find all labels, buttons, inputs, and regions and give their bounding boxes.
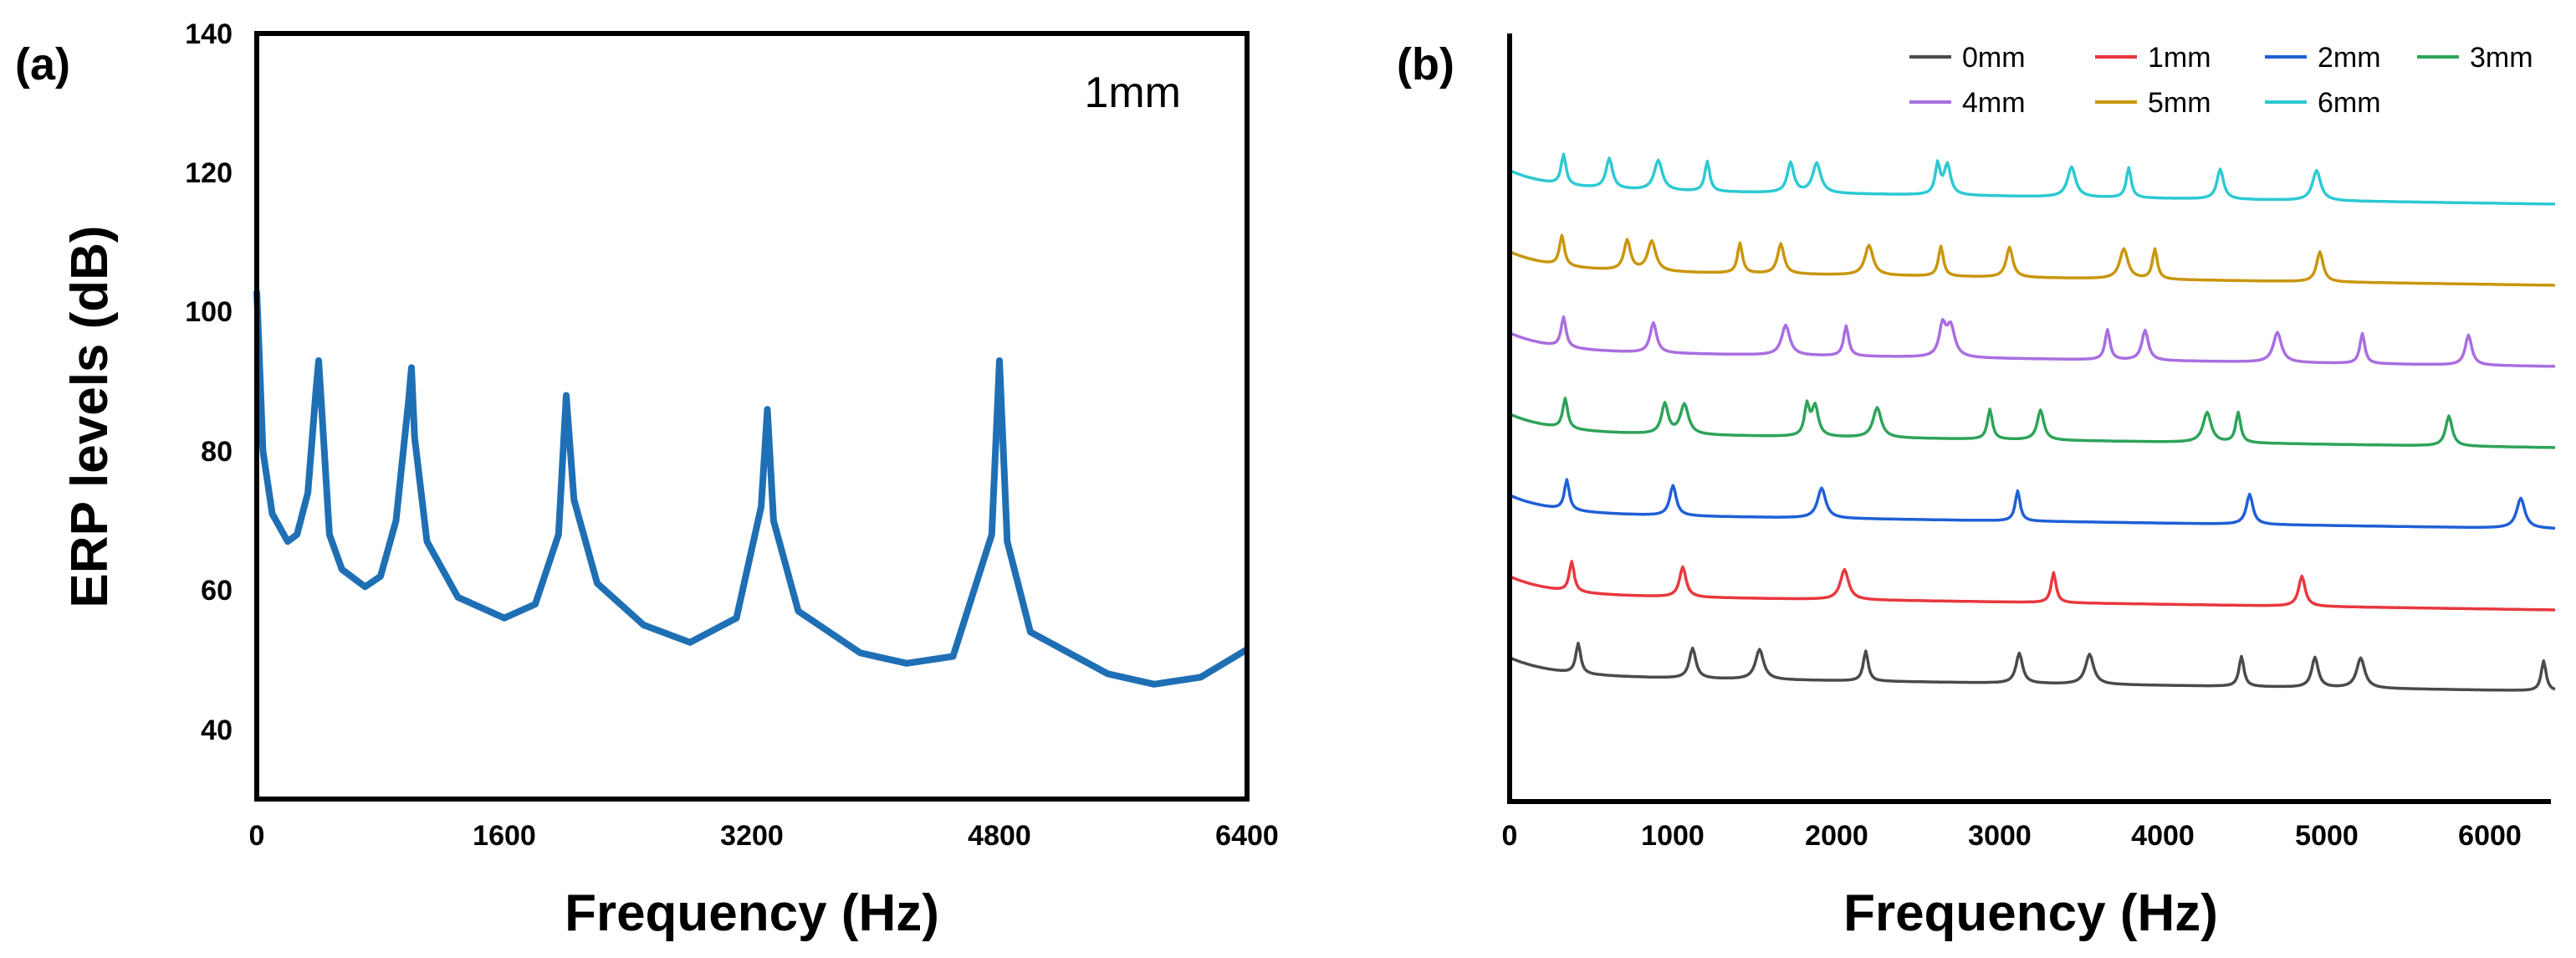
legend-item-2mm: 2mm	[2265, 42, 2381, 74]
x-tick-label: 3200	[720, 820, 784, 852]
legend-label: 6mm	[2318, 87, 2381, 119]
panel-a-y-axis: 40 60 80 100 120 140	[185, 18, 233, 746]
x-tick-label: 3000	[1968, 820, 2032, 852]
panel-a-y-axis-title: ERP levels (dB)	[61, 225, 119, 607]
series-line-2mm	[1509, 478, 2556, 530]
panel-a-tag: (a)	[15, 39, 70, 90]
legend-label: 5mm	[2148, 87, 2211, 119]
legend-label: 4mm	[1962, 87, 2026, 119]
x-tick-label: 0	[249, 820, 265, 852]
panel-a: (a) 0 1600 3200 4800 6400 40 60 80 100 1…	[15, 18, 1279, 942]
series-line-5mm	[1509, 233, 2556, 287]
panel-b-x-axis-title: Frequency (Hz)	[1843, 884, 2218, 942]
y-tick-label: 120	[185, 157, 233, 189]
x-tick-label: 0	[1502, 820, 1518, 852]
x-tick-label: 6400	[1215, 820, 1279, 852]
series-line-6mm	[1509, 152, 2556, 206]
legend: 0mm 1mm 2mm 3mm 4mm 5mm	[1909, 42, 2533, 119]
x-tick-label: 4000	[2131, 820, 2195, 852]
legend-label: 3mm	[2470, 42, 2533, 74]
x-tick-label: 1600	[473, 820, 536, 852]
legend-item-1mm: 1mm	[2095, 42, 2211, 74]
series-line-4mm	[1509, 315, 2555, 368]
series-line-0mm	[1509, 641, 2556, 692]
panel-b-x-axis: 0 1000 2000 3000 4000 5000 6000	[1502, 820, 2522, 852]
x-tick-label: 5000	[2295, 820, 2359, 852]
legend-label: 2mm	[2318, 42, 2381, 74]
legend-item-0mm: 0mm	[1909, 42, 2026, 74]
x-tick-label: 1000	[1641, 820, 1705, 852]
legend-label: 0mm	[1962, 42, 2026, 74]
panel-b: (b) 0 1000 2000 3000 4000 5000 6000 Freq…	[1397, 33, 2556, 942]
panel-a-x-axis-title: Frequency (Hz)	[565, 884, 939, 942]
y-tick-label: 40	[201, 715, 233, 746]
x-tick-label: 2000	[1805, 820, 1868, 852]
panel-a-frame	[254, 31, 1250, 802]
x-tick-label: 6000	[2458, 820, 2522, 852]
legend-item-3mm: 3mm	[2417, 42, 2533, 74]
x-tick-label: 4800	[968, 820, 1031, 852]
panel-b-tag: (b)	[1397, 39, 1454, 90]
series-line-3mm	[1509, 397, 2555, 449]
legend-label: 1mm	[2148, 42, 2211, 74]
series-line-1mm	[1509, 560, 2555, 612]
panel-a-series	[253, 290, 1250, 688]
panel-a-x-axis: 0 1600 3200 4800 6400	[249, 820, 1279, 852]
panel-b-series	[1509, 152, 2556, 692]
legend-item-5mm: 5mm	[2095, 87, 2211, 119]
y-tick-label: 140	[185, 18, 233, 50]
panel-a-annotation: 1mm	[1084, 69, 1181, 117]
y-tick-label: 60	[201, 575, 233, 607]
legend-item-4mm: 4mm	[1909, 87, 2026, 119]
legend-item-6mm: 6mm	[2265, 87, 2381, 119]
erp-series-line	[253, 290, 1250, 688]
y-tick-label: 80	[201, 436, 233, 468]
y-tick-label: 100	[185, 296, 233, 328]
